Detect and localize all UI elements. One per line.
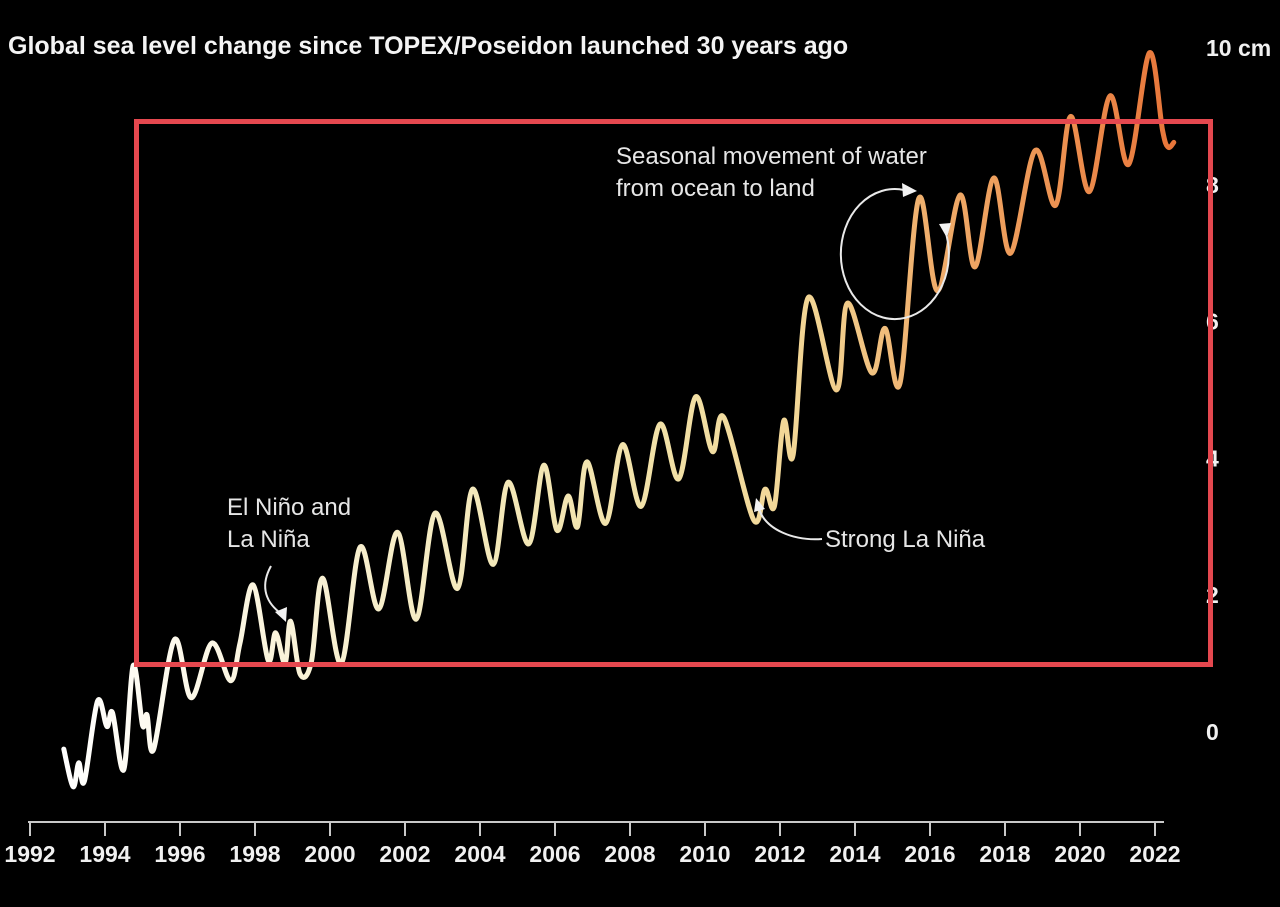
arrowhead-icon xyxy=(939,223,951,238)
x-tick-label: 1994 xyxy=(79,841,130,867)
x-tick-label: 2008 xyxy=(604,841,655,867)
highlight-rectangle-overlay xyxy=(134,119,1213,667)
arrowhead-icon xyxy=(754,498,765,512)
chart-title: Global sea level change since TOPEX/Pose… xyxy=(8,32,848,60)
arrowhead-icon xyxy=(902,183,917,197)
sea-level-curve xyxy=(61,50,1177,790)
x-tick-label: 2002 xyxy=(379,841,430,867)
x-tick-label: 2006 xyxy=(529,841,580,867)
annotation-strong-la-nina: Strong La Niña xyxy=(825,526,986,553)
el-nino-arrow xyxy=(264,565,287,622)
x-tick-label: 2010 xyxy=(679,841,730,867)
x-tick-label: 2018 xyxy=(979,841,1030,867)
x-tick-label: 2004 xyxy=(454,841,505,867)
x-tick-label: 2016 xyxy=(904,841,955,867)
x-tick-label: 2000 xyxy=(304,841,355,867)
arrowhead-icon xyxy=(275,607,287,622)
x-tick-label: 2012 xyxy=(754,841,805,867)
annotation-seasonal: Seasonal movement of water from ocean to… xyxy=(616,143,934,202)
annotation-el-nino: El Niño and La Niña xyxy=(227,494,358,553)
x-tick-label: 1998 xyxy=(229,841,280,867)
x-tick-label: 1992 xyxy=(4,841,55,867)
x-tick-label: 1996 xyxy=(154,841,205,867)
strong-la-nina-arrow xyxy=(754,498,823,541)
y-tick-label: 0 xyxy=(1206,719,1219,745)
seasonal-cycle-circle-arrow xyxy=(839,183,951,321)
y-tick-label: 10 cm xyxy=(1206,35,1271,61)
x-tick-label: 2020 xyxy=(1054,841,1105,867)
x-axis: 1992 1994 1996 1998 2000 2002 2004 2006 2008 2010… xyxy=(4,821,1181,867)
x-tick-label: 2022 xyxy=(1129,841,1180,867)
x-tick-label: 2014 xyxy=(829,841,880,867)
